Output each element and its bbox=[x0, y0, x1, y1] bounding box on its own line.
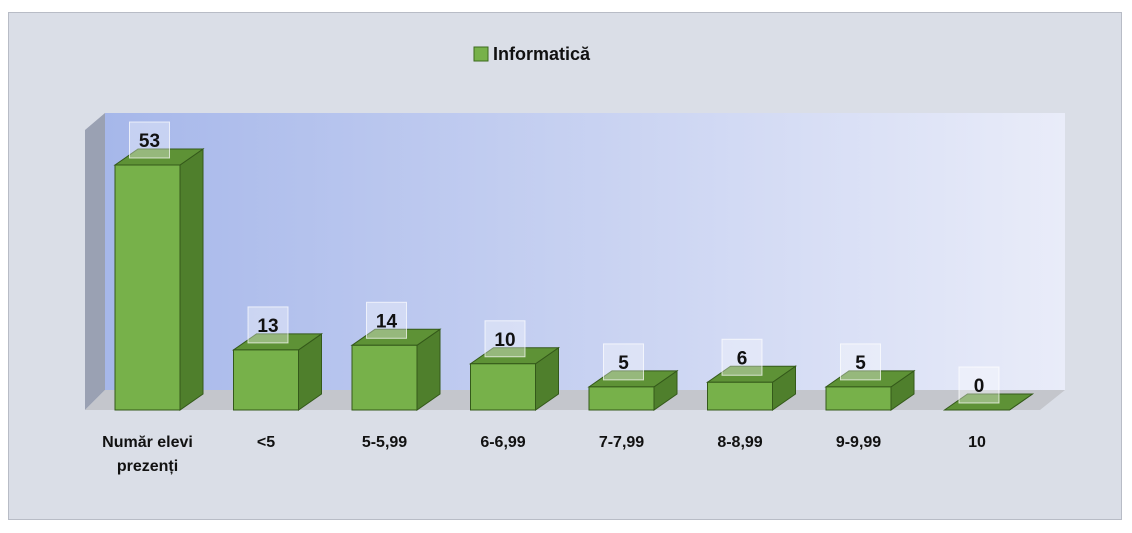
x-tick-label: 10 bbox=[968, 434, 986, 451]
x-tick-label: 7-7,99 bbox=[598, 434, 645, 451]
bar bbox=[588, 386, 655, 411]
x-tick-label: 5-5,99 bbox=[361, 434, 408, 451]
data-label-box bbox=[721, 338, 763, 376]
x-tick-label: 8-8,99 bbox=[717, 434, 763, 451]
side-wall bbox=[85, 113, 105, 410]
x-tick-label: 6-6,99 bbox=[480, 434, 526, 451]
data-label: 53 bbox=[139, 131, 160, 152]
data-label-box bbox=[603, 343, 644, 381]
bar-top bbox=[942, 393, 1035, 411]
bar-side bbox=[179, 148, 204, 411]
x-tick-label: Număr elevi prezenți bbox=[102, 434, 193, 475]
bar bbox=[470, 363, 536, 411]
x-tick-label: <5 bbox=[256, 434, 276, 451]
data-label: 10 bbox=[494, 330, 515, 351]
data-label: 0 bbox=[974, 376, 985, 397]
bar bbox=[114, 164, 181, 411]
legend-swatch bbox=[473, 46, 489, 62]
data-label-box bbox=[958, 366, 1000, 404]
data-label-box bbox=[247, 306, 289, 344]
legend-label: Informatică bbox=[493, 44, 591, 64]
data-label-box bbox=[129, 121, 170, 159]
data-label-box bbox=[484, 320, 526, 358]
data-label: 14 bbox=[376, 311, 398, 332]
bar bbox=[825, 386, 892, 411]
data-label: 6 bbox=[737, 348, 748, 369]
data-label: 5 bbox=[618, 353, 629, 374]
data-label: 5 bbox=[855, 353, 866, 374]
back-wall bbox=[105, 113, 1065, 390]
data-label-box bbox=[366, 301, 407, 339]
bar bbox=[707, 381, 773, 411]
x-tick-label: 9-9,99 bbox=[835, 434, 882, 451]
bar bbox=[233, 349, 299, 411]
data-label-box bbox=[840, 343, 881, 381]
bar bbox=[351, 344, 418, 411]
data-label: 13 bbox=[257, 316, 278, 337]
floor bbox=[85, 390, 1065, 410]
